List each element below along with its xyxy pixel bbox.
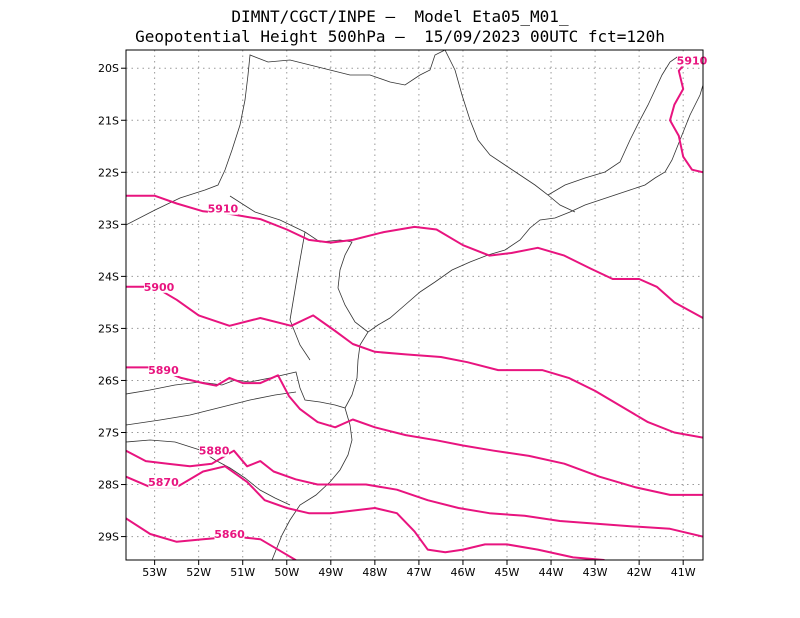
- lat-tick-label: 27S: [98, 427, 119, 440]
- contour-5890: [126, 366, 703, 496]
- state-border-pr-sc: [126, 439, 291, 506]
- contour-5900: [126, 285, 703, 439]
- coastline-east: [344, 84, 703, 409]
- lon-tick-label: 45W: [495, 566, 520, 579]
- lat-tick-label: 26S: [98, 374, 119, 387]
- contour-label-bg: [144, 279, 175, 293]
- contour-5910: [669, 59, 703, 174]
- state-border-mg-rj: [547, 54, 681, 196]
- plot-title-line-2: Geopotential Height 500hPa – 15/09/2023 …: [135, 27, 665, 46]
- contour-label-bg: [199, 443, 230, 457]
- plot-frame: [125, 49, 704, 561]
- contour-label-bg: [207, 201, 238, 215]
- lon-tick-label: 51W: [230, 566, 255, 579]
- contour-label-5860: 5860: [214, 528, 245, 541]
- longitude-tick-labels: 53W 52W 51W 50W 49W 48W 47W 46W 45W 44W 43W 42W 41W: [142, 566, 696, 579]
- lat-tick-label: 24S: [98, 270, 119, 283]
- coastline: [126, 371, 353, 560]
- lon-tick-label: 43W: [583, 566, 608, 579]
- lon-tick-label: 46W: [451, 566, 476, 579]
- political-boundaries: [126, 50, 703, 560]
- contour-label-5890: 5890: [148, 364, 179, 377]
- state-border-sp-pr: [229, 195, 369, 333]
- lon-tick-label: 49W: [318, 566, 343, 579]
- contour-label-bg: [148, 474, 179, 488]
- height-contours: [126, 59, 703, 560]
- plot-title-line-1: DIMNT/CGCT/INPE – Model Eta05_M01_: [231, 7, 569, 26]
- state-border-sp-mg: [444, 50, 576, 213]
- contour-labels: 5910 5910 5900 5890 5880 5870 5860: [144, 53, 708, 541]
- contour-5880: [126, 449, 703, 538]
- lon-tick-label: 44W: [539, 566, 564, 579]
- contour-label-5870: 5870: [148, 476, 179, 489]
- lat-tick-label: 22S: [98, 166, 119, 179]
- lat-tick-label: 28S: [98, 479, 119, 492]
- contour-label-5880: 5880: [199, 445, 230, 458]
- lat-tick-label: 23S: [98, 218, 119, 231]
- lat-tick-label: 20S: [98, 62, 119, 75]
- lat-tick-label: 25S: [98, 322, 119, 335]
- lon-tick-label: 50W: [274, 566, 299, 579]
- lon-tick-label: 48W: [362, 566, 387, 579]
- contour-5860: [126, 517, 297, 560]
- lat-tick-label: 21S: [98, 114, 119, 127]
- state-border-sc-rs: [126, 391, 297, 426]
- contour-5870: [126, 465, 605, 560]
- lon-tick-label: 52W: [186, 566, 211, 579]
- lon-tick-label: 42W: [627, 566, 652, 579]
- contour-label-5900: 5900: [144, 281, 175, 294]
- state-border-pr-sp-inner: [289, 231, 311, 361]
- contour-label-bg: [676, 53, 707, 67]
- lat-tick-label: 29S: [98, 531, 119, 544]
- lat-lon-grid: [121, 50, 703, 565]
- lon-tick-label: 47W: [406, 566, 431, 579]
- contour-label-bg: [148, 363, 179, 377]
- latitude-tick-labels: 20S 21S 22S 23S 24S 25S 26S 27S 28S 29S: [98, 62, 119, 543]
- lon-tick-label: 53W: [142, 566, 167, 579]
- state-border-ms-sp: [126, 50, 446, 226]
- contour-label-5910: 5910: [208, 203, 239, 216]
- contour-label-bg: [214, 526, 245, 540]
- lon-tick-label: 41W: [671, 566, 696, 579]
- contour-label-5910: 5910: [677, 54, 708, 67]
